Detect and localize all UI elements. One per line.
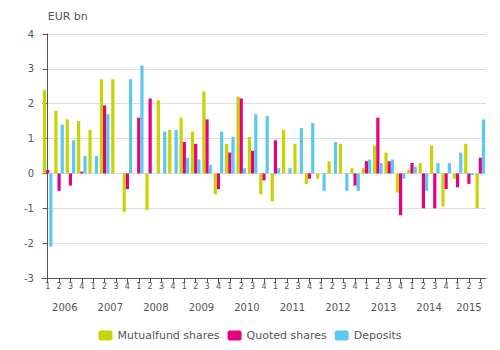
svg-text:0: 0 [28, 168, 34, 179]
svg-text:3: 3 [28, 63, 34, 74]
svg-text:4: 4 [28, 29, 34, 40]
svg-text:2: 2 [284, 282, 289, 291]
svg-text:1: 1 [409, 282, 414, 291]
svg-text:-3: -3 [24, 273, 34, 284]
svg-text:4: 4 [307, 282, 312, 291]
svg-text:4: 4 [79, 282, 84, 291]
svg-text:2012: 2012 [325, 302, 350, 313]
svg-text:2007: 2007 [98, 302, 123, 313]
svg-text:3: 3 [159, 282, 164, 291]
svg-text:1: 1 [28, 133, 34, 144]
svg-text:Deposits: Deposits [354, 329, 402, 342]
svg-text:1: 1 [45, 282, 50, 291]
svg-text:3: 3 [432, 282, 437, 291]
svg-text:2013: 2013 [371, 302, 396, 313]
svg-text:1: 1 [91, 282, 96, 291]
svg-text:4: 4 [261, 282, 266, 291]
svg-text:1: 1 [318, 282, 323, 291]
svg-text:3: 3 [478, 282, 483, 291]
svg-text:1: 1 [273, 282, 278, 291]
svg-text:3: 3 [341, 282, 346, 291]
svg-text:2: 2 [421, 282, 426, 291]
svg-text:2009: 2009 [189, 302, 214, 313]
svg-text:-2: -2 [24, 238, 34, 249]
svg-text:1: 1 [182, 282, 187, 291]
svg-text:3: 3 [113, 282, 118, 291]
svg-text:1: 1 [455, 282, 460, 291]
svg-text:3: 3 [250, 282, 255, 291]
svg-text:2008: 2008 [143, 302, 168, 313]
svg-text:2015: 2015 [456, 302, 481, 313]
svg-text:4: 4 [444, 282, 449, 291]
svg-text:2: 2 [375, 282, 380, 291]
svg-text:2: 2 [57, 282, 62, 291]
svg-text:1: 1 [227, 282, 232, 291]
svg-text:3: 3 [68, 282, 73, 291]
svg-text:2: 2 [28, 98, 34, 109]
svg-text:2014: 2014 [416, 302, 441, 313]
svg-text:2: 2 [239, 282, 244, 291]
svg-text:2: 2 [193, 282, 198, 291]
svg-text:2: 2 [330, 282, 335, 291]
svg-text:-1: -1 [24, 203, 34, 214]
svg-text:Mutualfund shares: Mutualfund shares [118, 329, 220, 342]
svg-text:1: 1 [136, 282, 141, 291]
svg-text:4: 4 [216, 282, 221, 291]
svg-text:3: 3 [296, 282, 301, 291]
svg-text:2010: 2010 [234, 302, 259, 313]
svg-text:4: 4 [170, 282, 175, 291]
svg-text:Quoted shares: Quoted shares [247, 329, 327, 342]
svg-text:4: 4 [125, 282, 130, 291]
svg-text:2: 2 [148, 282, 153, 291]
svg-text:2006: 2006 [52, 302, 77, 313]
svg-text:3: 3 [205, 282, 210, 291]
svg-text:EUR bn: EUR bn [48, 10, 88, 23]
svg-text:2: 2 [466, 282, 471, 291]
svg-text:4: 4 [353, 282, 358, 291]
svg-text:2: 2 [102, 282, 107, 291]
svg-text:4: 4 [398, 282, 403, 291]
svg-text:3: 3 [387, 282, 392, 291]
svg-text:2011: 2011 [280, 302, 305, 313]
svg-text:1: 1 [364, 282, 369, 291]
